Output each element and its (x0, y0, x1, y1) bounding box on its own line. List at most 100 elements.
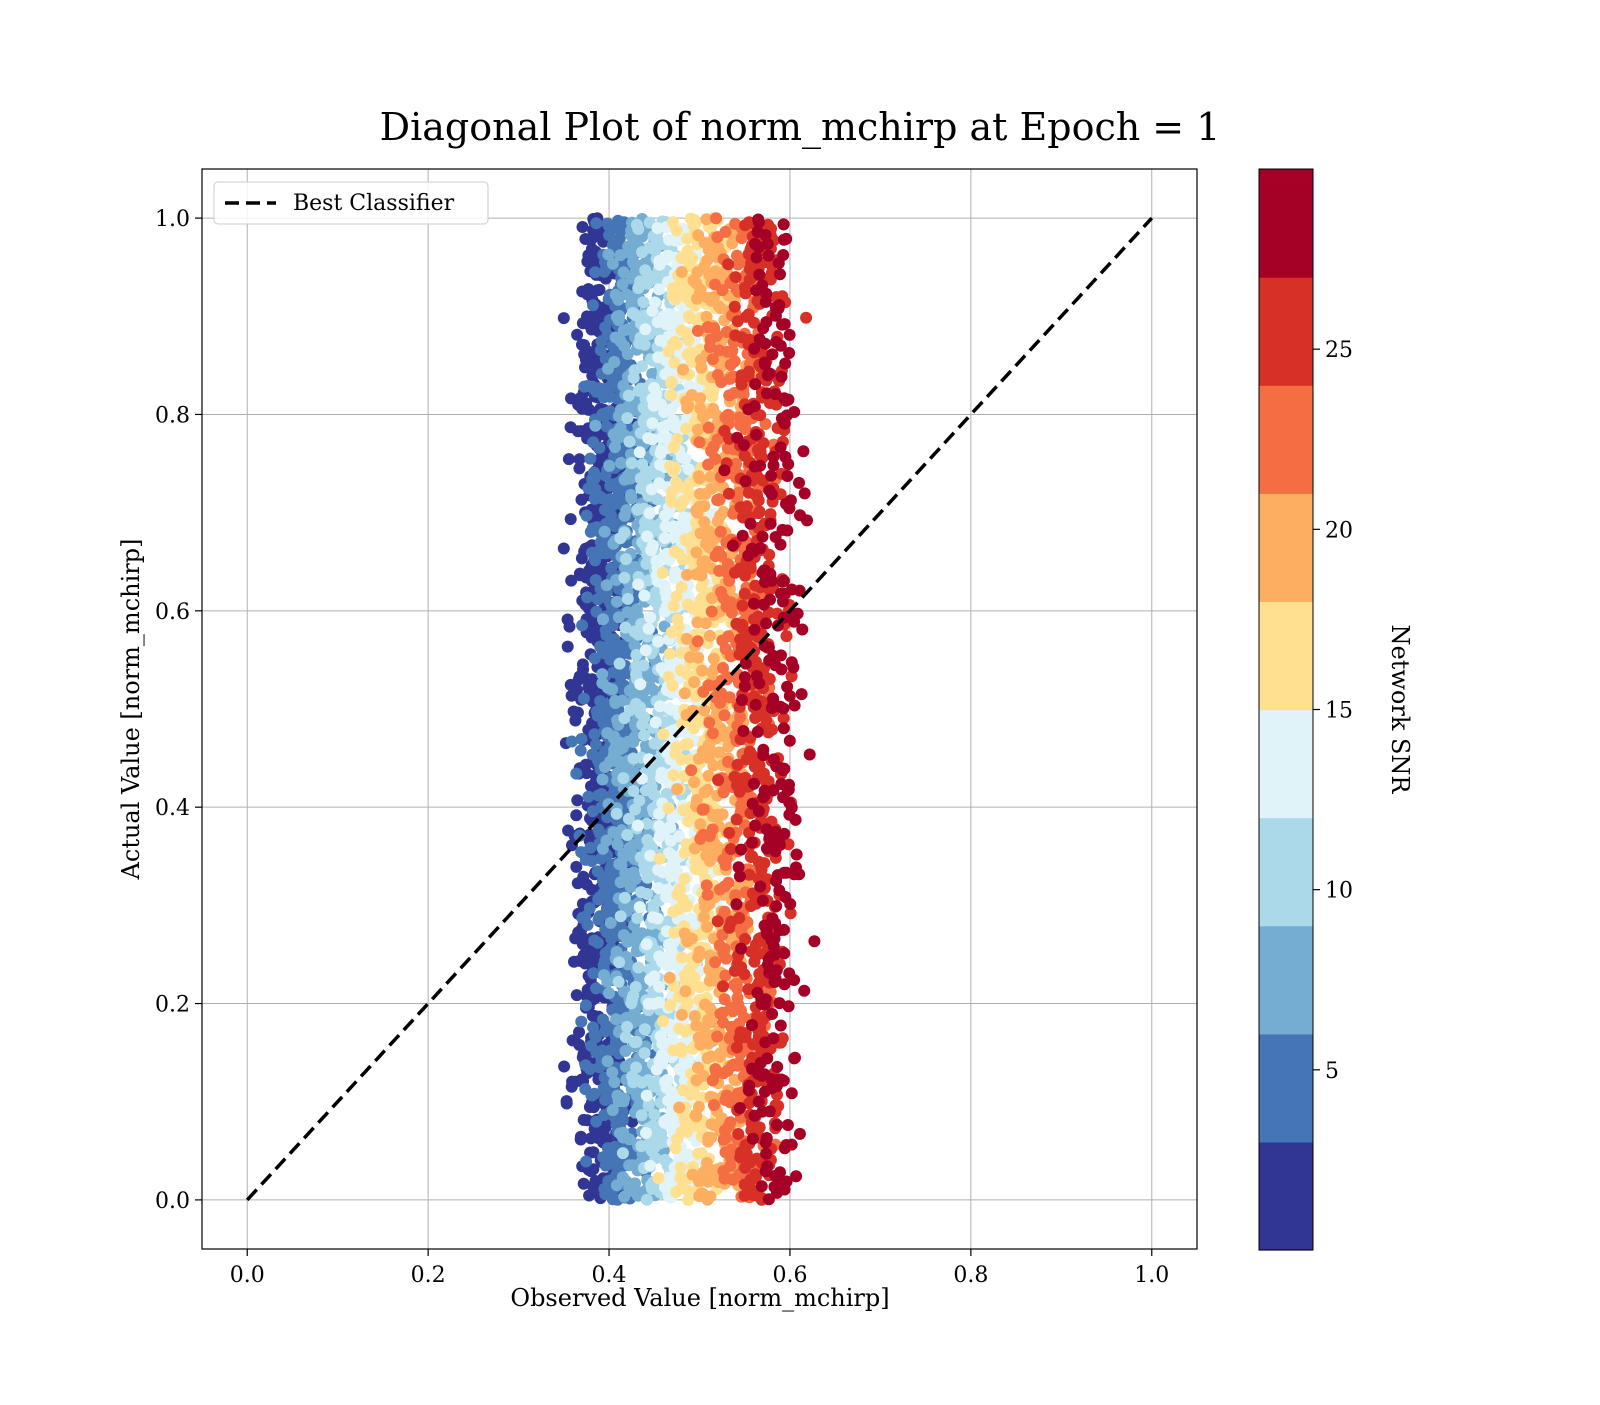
data-point (681, 250, 693, 262)
data-point (670, 1142, 682, 1154)
data-point (644, 507, 656, 519)
data-point (659, 580, 671, 592)
data-point (565, 421, 577, 433)
data-point (593, 442, 605, 454)
data-point (631, 912, 643, 924)
data-point (689, 1109, 701, 1121)
data-point (674, 1172, 686, 1184)
data-point (746, 837, 758, 849)
data-point (676, 581, 688, 593)
data-point (648, 1142, 660, 1154)
data-point (791, 849, 803, 861)
data-point (753, 241, 765, 253)
data-point (600, 407, 612, 419)
data-point (766, 1008, 778, 1020)
data-point (717, 980, 729, 992)
data-point (664, 648, 676, 660)
data-point (683, 1185, 695, 1197)
data-point (736, 232, 748, 244)
data-point (570, 809, 582, 821)
data-point (616, 644, 628, 656)
data-point (564, 621, 576, 633)
data-point (660, 520, 672, 532)
data-point (714, 1008, 726, 1020)
data-point (587, 478, 599, 490)
data-point (711, 1031, 723, 1043)
data-point (692, 652, 704, 664)
data-point (707, 353, 719, 365)
data-point (558, 1061, 570, 1073)
data-point (689, 1010, 701, 1022)
data-point (598, 1082, 610, 1094)
data-point (676, 1046, 688, 1058)
data-point (753, 507, 765, 519)
data-point (624, 685, 636, 697)
data-point (634, 901, 646, 913)
data-point (613, 976, 625, 988)
data-point (599, 504, 611, 516)
data-point (598, 383, 610, 395)
data-point (731, 814, 743, 826)
data-point (610, 331, 622, 343)
data-point (654, 830, 666, 842)
data-point (766, 724, 778, 736)
data-point (712, 809, 724, 821)
data-point (583, 313, 595, 325)
data-point (690, 504, 702, 516)
data-point (677, 364, 689, 376)
data-point (737, 725, 749, 737)
data-point (617, 1147, 629, 1159)
data-point (647, 911, 659, 923)
data-point (598, 878, 610, 890)
data-point (798, 985, 810, 997)
data-point (611, 1179, 623, 1191)
data-point (599, 591, 611, 603)
data-point (730, 271, 742, 283)
data-point (719, 709, 731, 721)
data-point (662, 802, 674, 814)
data-point (739, 588, 751, 600)
data-point (681, 233, 693, 245)
data-point (654, 853, 666, 865)
data-point (712, 915, 724, 927)
data-point (749, 378, 761, 390)
data-point (606, 1066, 618, 1078)
data-point (704, 630, 716, 642)
data-point (631, 219, 643, 231)
data-point (644, 612, 656, 624)
data-point (712, 774, 724, 786)
data-point (593, 914, 605, 926)
data-point (589, 493, 601, 505)
data-point (663, 671, 675, 683)
data-point (671, 224, 683, 236)
data-point (737, 600, 749, 612)
data-point (703, 526, 715, 538)
data-point (587, 299, 599, 311)
data-point (720, 1146, 732, 1158)
data-point (576, 733, 588, 745)
data-point (716, 284, 728, 296)
data-point (778, 924, 790, 936)
data-point (617, 772, 629, 784)
data-point (752, 726, 764, 738)
data-point (703, 717, 715, 729)
data-point (676, 1009, 688, 1021)
data-point (662, 1113, 674, 1125)
data-point (702, 459, 714, 471)
data-point (580, 673, 592, 685)
data-point (581, 767, 593, 779)
data-point (639, 1023, 651, 1035)
data-point (734, 419, 746, 431)
data-point (614, 658, 626, 670)
data-point (669, 462, 681, 474)
data-point (711, 330, 723, 342)
data-point (668, 769, 680, 781)
data-point (702, 1052, 714, 1064)
data-point (573, 1026, 585, 1038)
data-point (590, 574, 602, 586)
data-point (679, 873, 691, 885)
data-point (620, 553, 632, 565)
data-point (720, 953, 732, 965)
data-point (653, 477, 665, 489)
data-point (653, 1172, 665, 1184)
